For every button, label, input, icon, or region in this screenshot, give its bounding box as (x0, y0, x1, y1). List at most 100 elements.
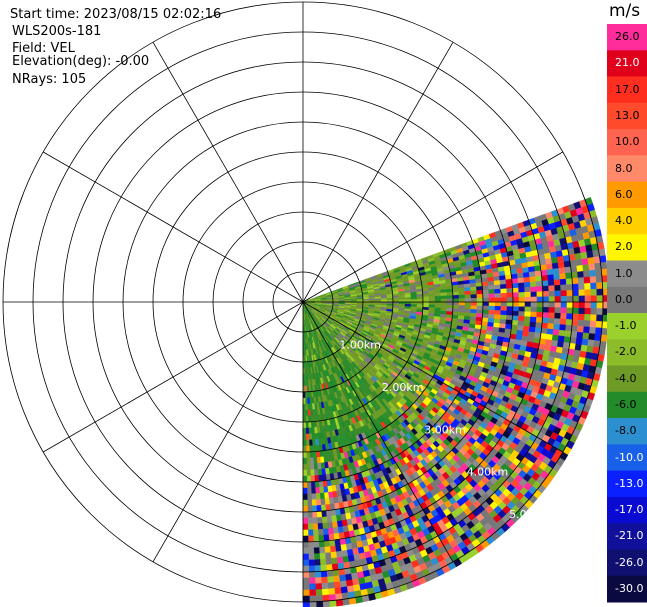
velocity-cell (322, 600, 330, 607)
velocity-cell (540, 327, 548, 335)
velocity-cell (500, 310, 508, 316)
velocity-cell (575, 337, 583, 346)
velocity-cell (554, 307, 562, 314)
velocity-cell (313, 547, 320, 555)
velocity-cell (476, 305, 484, 311)
velocity-cell (575, 258, 583, 267)
velocity-cell (566, 307, 574, 315)
velocity-cell (310, 481, 316, 489)
velocity-cell (553, 273, 561, 281)
velocity-cell (310, 487, 316, 495)
velocity-cell (302, 523, 309, 531)
velocity-cell (327, 588, 336, 596)
velocity-cell (452, 305, 460, 310)
velocity-cell (309, 589, 317, 597)
velocity-cell (302, 427, 307, 435)
velocity-cell (302, 439, 307, 447)
velocity-cell (320, 570, 328, 578)
velocity-cell (321, 510, 327, 518)
velocity-cell (315, 595, 323, 602)
velocity-cell (306, 457, 311, 465)
velocity-cell (553, 279, 561, 286)
velocity-cell (564, 330, 572, 338)
velocity-cell (344, 573, 353, 581)
azimuth-line (152, 41, 304, 303)
velocity-cell (550, 256, 559, 264)
velocity-cell (302, 469, 308, 477)
velocity-cell (476, 293, 484, 299)
velocity-cell (494, 305, 502, 311)
velocity-cell (534, 270, 542, 277)
velocity-cell (488, 309, 496, 315)
velocity-cell (488, 313, 495, 319)
velocity-cell (307, 505, 313, 513)
velocity-cell (518, 292, 526, 298)
velocity-cell (524, 311, 532, 318)
velocity-cell (304, 391, 308, 399)
velocity-cell (552, 329, 560, 336)
velocity-cell (306, 481, 312, 489)
velocity-cell (309, 595, 317, 603)
velocity-cell (302, 601, 310, 607)
velocity-cell (330, 551, 337, 559)
velocity-cell (319, 492, 325, 500)
velocity-cell (452, 298, 460, 303)
nrays-label: NRays: 105 (12, 72, 87, 87)
velocity-cell (488, 301, 496, 307)
velocity-cell (542, 291, 550, 298)
velocity-cell (428, 293, 436, 297)
velocity-cell (590, 314, 597, 322)
velocity-cell (596, 301, 604, 309)
velocity-cell (559, 318, 567, 326)
velocity-cell (582, 332, 590, 340)
velocity-cell (464, 308, 472, 314)
velocity-cell (576, 331, 584, 340)
velocity-cell (308, 565, 316, 573)
velocity-cell (324, 546, 331, 554)
velocity-cell (572, 295, 580, 303)
velocity-cell (333, 533, 340, 541)
velocity-cell (536, 291, 544, 298)
velocity-cell (570, 331, 578, 339)
velocity-cell (428, 298, 436, 303)
velocity-cell (302, 559, 310, 567)
velocity-cell (440, 304, 448, 309)
velocity-cell (577, 319, 585, 327)
velocity-cell (512, 287, 520, 294)
velocity-cell (307, 415, 312, 423)
velocity-cell (307, 517, 313, 525)
velocity-cell (558, 329, 566, 337)
velocity-cell (524, 306, 532, 313)
velocity-cell (581, 257, 589, 266)
velocity-cell (512, 306, 520, 312)
velocity-cell (335, 550, 343, 559)
velocity-cell (308, 433, 313, 441)
colorbar-tick-label: 1.0 (615, 266, 633, 280)
velocity-cell (458, 287, 465, 293)
velocity-cell (500, 301, 508, 307)
velocity-cell (493, 280, 501, 286)
velocity-cell (566, 301, 574, 309)
velocity-cell (576, 264, 584, 273)
velocity-cell (518, 296, 526, 303)
velocity-cell (523, 321, 531, 328)
velocity-cell (494, 297, 502, 303)
velocity-cell (560, 301, 568, 309)
velocity-cell (596, 295, 604, 303)
velocity-cell (398, 295, 406, 299)
velocity-cell (328, 599, 337, 607)
velocity-cell (316, 510, 323, 518)
velocity-cell (308, 547, 315, 555)
velocity-cell (304, 379, 307, 387)
velocity-cell (410, 296, 418, 300)
velocity-cell (302, 433, 307, 441)
velocity-cell (588, 263, 596, 271)
velocity-cell (314, 571, 322, 578)
colorbar-tick-label: 0.0 (615, 292, 633, 306)
velocity-cell (320, 498, 326, 506)
velocity-cell (589, 320, 597, 328)
velocity-cell (317, 522, 324, 530)
velocity-cell (312, 523, 319, 531)
velocity-cell (481, 281, 489, 287)
velocity-cell (315, 493, 321, 500)
